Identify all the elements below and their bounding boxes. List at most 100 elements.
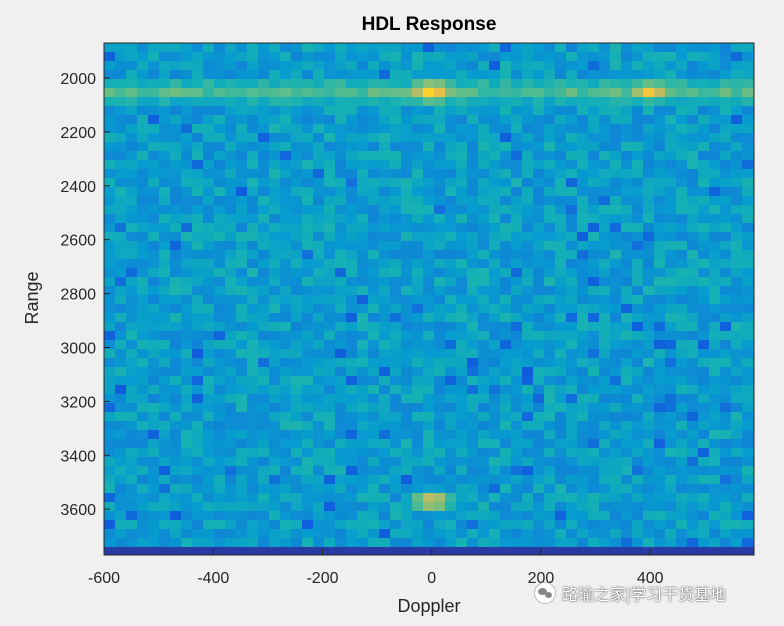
- heatmap-cell: [456, 511, 467, 520]
- heatmap-cell: [698, 439, 709, 448]
- heatmap-cell: [742, 124, 753, 133]
- heatmap-cell: [390, 205, 401, 214]
- heatmap-cell: [533, 457, 544, 466]
- heatmap-cell: [214, 313, 225, 322]
- heatmap-cell: [335, 367, 346, 376]
- heatmap-cell: [335, 403, 346, 412]
- heatmap-cell: [434, 52, 445, 61]
- heatmap-cell: [247, 340, 258, 349]
- heatmap-cell: [533, 214, 544, 223]
- heatmap-cell: [489, 547, 500, 555]
- heatmap-cell: [709, 412, 720, 421]
- heatmap-cell: [522, 547, 533, 555]
- heatmap-cell: [643, 466, 654, 475]
- heatmap-cell: [368, 205, 379, 214]
- heatmap-cell: [489, 439, 500, 448]
- heatmap-cell: [258, 322, 269, 331]
- heatmap-cell: [742, 358, 753, 367]
- heatmap-cell: [709, 160, 720, 169]
- heatmap-cell: [302, 97, 313, 106]
- heatmap-cell: [621, 313, 632, 322]
- heatmap-cell: [731, 160, 742, 169]
- heatmap-cell: [302, 529, 313, 538]
- heatmap-cell: [423, 241, 434, 250]
- heatmap-cell: [280, 70, 291, 79]
- heatmap-cell: [115, 403, 126, 412]
- heatmap-cell: [511, 457, 522, 466]
- heatmap-cell: [588, 547, 599, 555]
- heatmap-cell: [676, 88, 687, 97]
- heatmap-cell: [434, 331, 445, 340]
- heatmap-cell: [302, 142, 313, 151]
- heatmap-cell: [423, 205, 434, 214]
- heatmap-cell: [643, 160, 654, 169]
- heatmap-cell: [291, 223, 302, 232]
- heatmap-cell: [137, 538, 148, 547]
- heatmap-cell: [225, 214, 236, 223]
- heatmap-cell: [280, 286, 291, 295]
- heatmap-cell: [621, 223, 632, 232]
- heatmap-cell: [203, 232, 214, 241]
- heatmap-cell: [115, 313, 126, 322]
- heatmap-cell: [104, 457, 115, 466]
- heatmap-cell: [423, 133, 434, 142]
- heatmap-cell: [566, 448, 577, 457]
- heatmap-cell: [500, 547, 511, 555]
- heatmap-cell: [467, 421, 478, 430]
- heatmap-cell: [324, 79, 335, 88]
- heatmap-cell: [467, 439, 478, 448]
- heatmap-cell: [676, 241, 687, 250]
- heatmap-cell: [423, 169, 434, 178]
- heatmap-cell: [346, 475, 357, 484]
- heatmap-cell: [456, 160, 467, 169]
- heatmap-cell: [610, 160, 621, 169]
- heatmap-cell: [335, 394, 346, 403]
- heatmap-cell: [533, 124, 544, 133]
- heatmap-cell: [346, 268, 357, 277]
- heatmap-cell: [588, 259, 599, 268]
- heatmap-cell: [577, 43, 588, 52]
- heatmap-cell: [456, 43, 467, 52]
- heatmap-cell: [214, 142, 225, 151]
- heatmap-cell: [159, 376, 170, 385]
- heatmap-cell: [126, 277, 137, 286]
- heatmap-cell: [104, 376, 115, 385]
- heatmap-cell: [709, 385, 720, 394]
- heatmap-cell: [181, 205, 192, 214]
- heatmap-cell: [676, 61, 687, 70]
- heatmap-cell: [522, 169, 533, 178]
- heatmap-cell: [203, 133, 214, 142]
- heatmap-cell: [720, 160, 731, 169]
- heatmap-cell: [610, 187, 621, 196]
- heatmap-cell: [357, 124, 368, 133]
- heatmap-cell: [577, 358, 588, 367]
- heatmap-cell: [489, 448, 500, 457]
- heatmap-cell: [434, 160, 445, 169]
- heatmap-cell: [643, 70, 654, 79]
- heatmap-cell: [324, 97, 335, 106]
- heatmap-cell: [720, 421, 731, 430]
- heatmap-cell: [632, 142, 643, 151]
- heatmap-cell: [291, 286, 302, 295]
- heatmap-cell: [544, 169, 555, 178]
- x-tick-label: -200: [306, 570, 338, 587]
- heatmap-cell: [269, 502, 280, 511]
- heatmap-cell: [159, 466, 170, 475]
- heatmap-cell: [709, 124, 720, 133]
- heatmap-cell: [258, 52, 269, 61]
- heatmap-cell: [335, 448, 346, 457]
- heatmap-cell: [676, 529, 687, 538]
- heatmap-cell: [731, 142, 742, 151]
- heatmap-cell: [379, 133, 390, 142]
- heatmap-cell: [225, 547, 236, 555]
- heatmap-cell: [335, 376, 346, 385]
- heatmap-cell: [676, 70, 687, 79]
- heatmap-cell: [478, 79, 489, 88]
- heatmap-cell: [181, 331, 192, 340]
- heatmap-cell: [533, 304, 544, 313]
- heatmap-cell: [423, 484, 434, 493]
- heatmap-cell: [632, 43, 643, 52]
- heatmap-cell: [632, 214, 643, 223]
- heatmap-cell: [456, 79, 467, 88]
- heatmap-cell: [258, 511, 269, 520]
